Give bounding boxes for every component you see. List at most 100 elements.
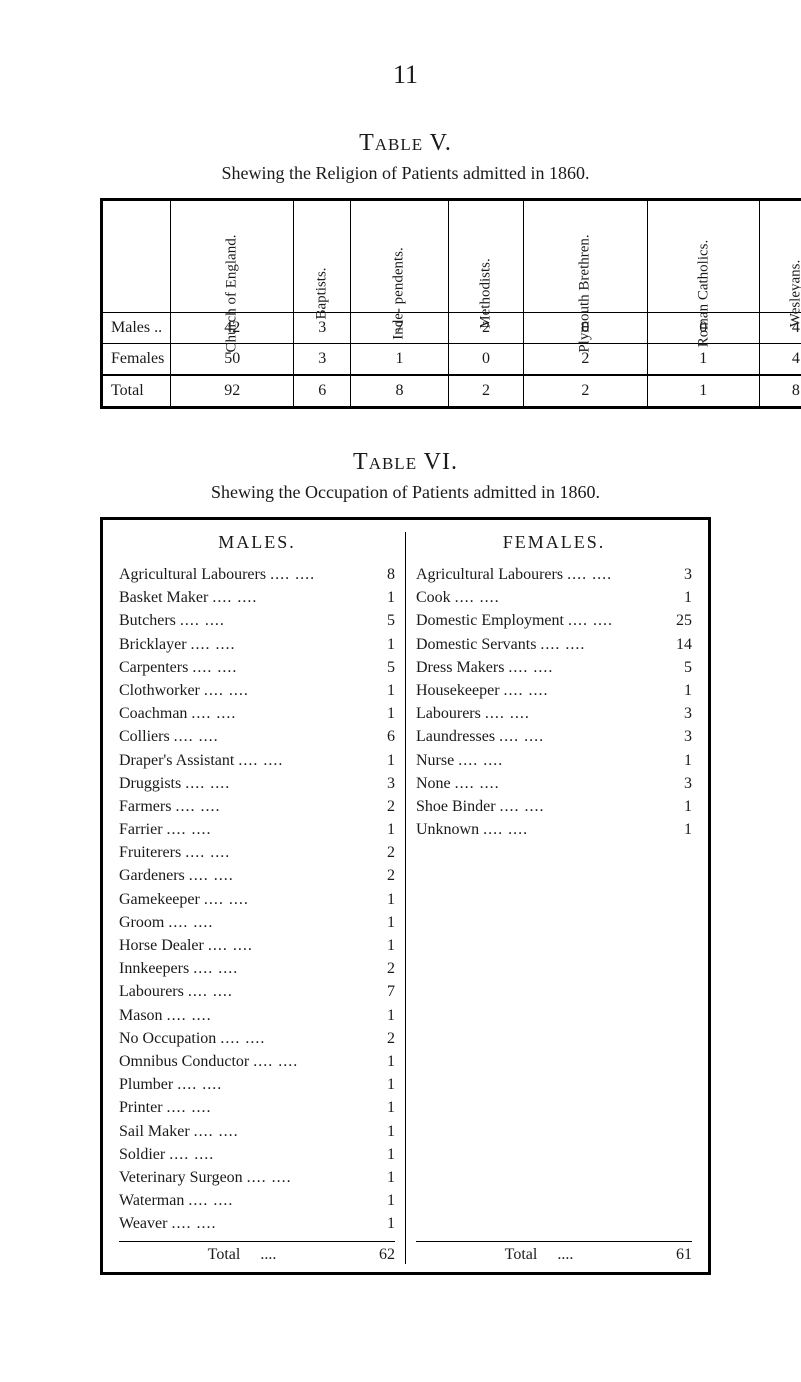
dots-leader: .... .... <box>495 725 668 748</box>
row-label: Males .. <box>102 313 171 344</box>
occupation-label: Farmers <box>119 795 171 818</box>
dots-leader: .... .... <box>165 1143 371 1166</box>
occupation-label: No Occupation <box>119 1027 216 1050</box>
dots-leader: .... .... <box>564 609 668 632</box>
occupation-row: Labourers.... ....3 <box>416 702 692 725</box>
occupation-label: Veterinary Surgeon <box>119 1166 243 1189</box>
occupation-label: Housekeeper <box>416 679 500 702</box>
occupation-row: Cook.... ....1 <box>416 586 692 609</box>
table-v-corner <box>102 200 171 313</box>
dots-leader: .... .... <box>171 795 371 818</box>
occupation-label: Gamekeeper <box>119 888 200 911</box>
occupation-value: 2 <box>371 1027 395 1050</box>
occupation-row: Soldier.... ....1 <box>119 1143 395 1166</box>
table-v-col-6: Wesleyans. <box>760 200 801 313</box>
occupation-row: Labourers.... ....7 <box>119 980 395 1003</box>
cell: 2 <box>524 375 647 408</box>
males-heading: MALES. <box>119 532 395 553</box>
table-v-col-1: Baptists. <box>294 200 351 313</box>
occupation-row: Fruiterers.... ....2 <box>119 841 395 864</box>
occupation-label: Omnibus Conductor <box>119 1050 249 1073</box>
occupation-label: Waterman <box>119 1189 184 1212</box>
occupation-value: 1 <box>371 1120 395 1143</box>
dots-leader: .... .... <box>249 1050 371 1073</box>
occupation-label: Clothworker <box>119 679 200 702</box>
occupation-label: Laundresses <box>416 725 495 748</box>
dots-leader: .... .... <box>185 864 371 887</box>
occupation-row: Sail Maker.... ....1 <box>119 1120 395 1143</box>
table-v-col-4: Plymouth Brethren. <box>524 200 647 313</box>
occupation-label: Nurse <box>416 749 454 772</box>
dots-leader: .... .... <box>481 702 668 725</box>
occupation-value: 3 <box>668 563 692 586</box>
females-column: FEMALES. Agricultural Labourers.... ....… <box>416 532 692 1264</box>
occupation-row: Colliers.... ....6 <box>119 725 395 748</box>
dots-leader: .... .... <box>504 656 668 679</box>
occupation-value: 1 <box>371 1073 395 1096</box>
dots-leader: .... .... <box>496 795 668 818</box>
occupation-row: Basket Maker.... ....1 <box>119 586 395 609</box>
dots-leader: .... .... <box>243 1166 371 1189</box>
occupation-row: Carpenters.... ....5 <box>119 656 395 679</box>
occupation-label: Butchers <box>119 609 176 632</box>
occupation-row: Omnibus Conductor.... ....1 <box>119 1050 395 1073</box>
occupation-row: Dress Makers.... ....5 <box>416 656 692 679</box>
occupation-value: 1 <box>371 911 395 934</box>
occupation-label: Draper's Assistant <box>119 749 234 772</box>
cell: 0 <box>448 344 523 376</box>
occupation-value: 1 <box>371 818 395 841</box>
row-label: Females <box>102 344 171 376</box>
occupation-value: 1 <box>668 795 692 818</box>
occupation-value: 3 <box>668 725 692 748</box>
occupation-row: Gamekeeper.... ....1 <box>119 888 395 911</box>
occupation-row: Coachman.... ....1 <box>119 702 395 725</box>
occupation-label: Domestic Servants <box>416 633 536 656</box>
table-v: Church of England. Baptists. Inde- pende… <box>100 198 801 409</box>
occupation-row: Veterinary Surgeon.... ....1 <box>119 1166 395 1189</box>
dots-leader: .... .... <box>170 725 371 748</box>
occupation-row: Waterman.... ....1 <box>119 1189 395 1212</box>
occupation-value: 1 <box>371 888 395 911</box>
occupation-row: Plumber.... ....1 <box>119 1073 395 1096</box>
females-total-value: 61 <box>662 1246 692 1264</box>
occupation-value: 6 <box>371 725 395 748</box>
cell: 2 <box>448 375 523 408</box>
dots-leader: .... .... <box>163 1004 371 1027</box>
occupation-value: 1 <box>371 586 395 609</box>
occupation-value: 1 <box>371 934 395 957</box>
occupation-row: Housekeeper.... ....1 <box>416 679 692 702</box>
occupation-row: No Occupation.... ....2 <box>119 1027 395 1050</box>
occupation-label: Mason <box>119 1004 163 1027</box>
occupation-value: 1 <box>668 586 692 609</box>
occupation-label: Coachman <box>119 702 187 725</box>
occupation-label: Domestic Employment <box>416 609 564 632</box>
dots-leader: .... .... <box>167 1212 371 1235</box>
occupation-value: 1 <box>371 1004 395 1027</box>
dots-leader: .... .... <box>204 934 371 957</box>
dots-leader: .... .... <box>176 609 371 632</box>
table-vi-subtitle: Shewing the Occupation of Patients admit… <box>100 482 711 503</box>
dots-leader: .... .... <box>234 749 371 772</box>
row-label: Total <box>102 375 171 408</box>
occupation-row: Unknown.... ....1 <box>416 818 692 841</box>
occupation-label: Agricultural Labourers <box>119 563 266 586</box>
occupation-label: Groom <box>119 911 164 934</box>
occupation-value: 1 <box>371 702 395 725</box>
occupation-row: Clothworker.... ....1 <box>119 679 395 702</box>
occupation-value: 2 <box>371 795 395 818</box>
occupation-label: Plumber <box>119 1073 173 1096</box>
occupation-value: 3 <box>668 702 692 725</box>
occupation-value: 25 <box>668 609 692 632</box>
occupation-label: Cook <box>416 586 451 609</box>
occupation-value: 1 <box>668 679 692 702</box>
occupation-label: Soldier <box>119 1143 165 1166</box>
occupation-value: 1 <box>371 1189 395 1212</box>
occupation-label: Sail Maker <box>119 1120 190 1143</box>
occupation-row: Draper's Assistant.... ....1 <box>119 749 395 772</box>
dots-leader: .... .... <box>184 980 371 1003</box>
dots-leader: .... .... <box>173 1073 371 1096</box>
occupation-row: Farrier.... ....1 <box>119 818 395 841</box>
occupation-value: 8 <box>371 563 395 586</box>
cell: 92 <box>171 375 294 408</box>
occupation-label: Dress Makers <box>416 656 504 679</box>
